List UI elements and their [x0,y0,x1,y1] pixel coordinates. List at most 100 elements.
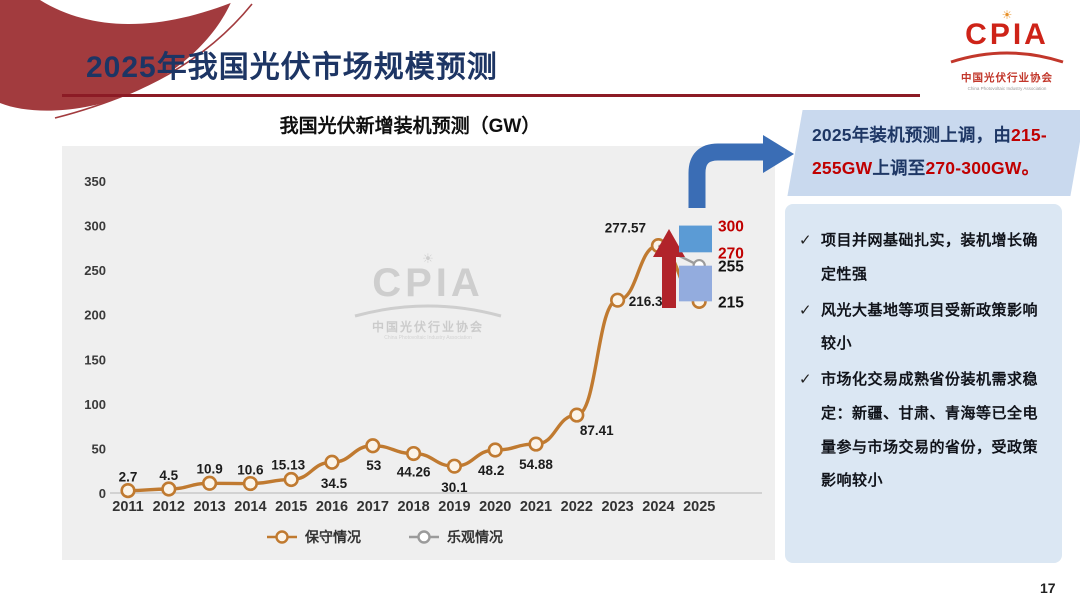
watermark-name-en: China Photovoltaic Industry Association [384,335,472,341]
data-label: 277.57 [605,221,646,236]
key-point-item: ✓ 项目并网基础扎实，装机增长确定性强 [799,224,1048,292]
x-tick-label: 2018 [397,499,429,515]
x-tick-label: 2013 [193,499,225,515]
data-label: 54.88 [519,457,553,472]
key-point-item: ✓ 市场化交易成熟省份装机需求稳定：新疆、甘肃、青海等已全电量参与市场交易的省份，… [799,363,1048,498]
x-tick-label: 2015 [275,499,307,515]
watermark-acronym: CPIA [372,261,484,305]
logo-arc [950,51,1064,64]
data-label: 10.6 [237,463,264,478]
conservative-point [487,442,503,458]
conservative-point [161,481,177,497]
x-tick-label: 2012 [153,499,185,515]
forecast-line-chart: 0 50 100 150 200 250 300 350 2011 2012 2013 2014 201… [84,174,762,545]
x-tick-label: 2022 [561,499,593,515]
check-icon: ✓ [799,371,812,388]
conservative-point [324,454,340,470]
y-tick-label: 350 [84,174,106,189]
data-label: 216.3 [629,294,663,309]
x-tick-label: 2025 [683,499,715,515]
data-label: 48.2 [478,463,504,478]
y-tick-label: 300 [84,219,106,234]
y-tick-label: 250 [84,263,106,278]
key-point-text: 风光大基地等项目受新政策影响较小 [821,301,1039,353]
corner-ribbon-decoration [0,0,253,119]
x-tick-label: 2023 [601,499,633,515]
conservative-point [446,458,463,474]
cpia-watermark: ☀ CPIA 中国光伏行业协会 China Photovoltaic Indus… [350,251,506,341]
x-tick-label: 2011 [112,499,143,515]
check-icon: ✓ [799,232,812,249]
data-label: 87.41 [580,423,614,438]
old-range-box [679,265,712,302]
check-icon: ✓ [799,301,812,319]
watermark-arc [354,304,502,318]
data-label: 34.5 [321,476,348,491]
chart-title: 我国光伏新增装机预测（GW） [279,116,541,137]
data-label: 2.7 [119,470,138,485]
callout-segment: 上调至 [872,158,926,179]
x-tick-label: 2019 [438,499,470,515]
legend-marker [417,530,431,544]
callout-segment: 270-300GW。 [925,158,1040,179]
page-number: 17 [1040,580,1056,596]
conservative-point [120,482,136,499]
key-point-text: 项目并网基础扎实，装机增长确定性强 [821,232,1039,283]
range-value-label: 270 [718,245,744,262]
y-tick-label: 100 [84,397,106,412]
y-tick-label: 50 [92,441,106,456]
logo-name-en: China Photovoltaic Industry Association [967,86,1047,91]
data-label: 15.13 [271,458,305,473]
range-value-label: 255 [718,259,744,276]
legend-label: 乐观情况 [447,529,503,545]
conservative-series: 2.7 4.5 10.9 10.6 15.13 34.5 53 44.26 30.1 48.2 54… [119,221,707,499]
y-tick-label: 0 [99,486,106,501]
watermark-name-cn: 中国光伏行业协会 [371,320,484,334]
chart-legend: 保守情况 乐观情况 [267,529,503,545]
data-label: 10.9 [196,461,222,476]
conservative-point [569,407,585,423]
elbow-arrow [688,135,794,208]
y-tick-label: 150 [84,352,106,367]
upgrade-arrow-icon [653,229,685,308]
conservative-point [242,475,258,492]
legend-marker [275,530,289,544]
conservative-point [202,475,218,491]
callout-segment: 2025年装机预测上调，由 [812,125,1012,145]
x-tick-label: 2016 [316,499,348,515]
key-points-list: ✓ 项目并网基础扎实，装机增长确定性强 ✓ 风光大基地等项目受新政策影响较小 ✓ 市场化交… [799,224,1048,498]
sun-icon: ☀ [1001,8,1013,22]
x-tick-label: 2017 [357,499,389,515]
callout-text: 2025年装机预测上调，由215-255GW上调至270-300GW。 [812,119,1070,186]
y-tick-label: 200 [84,308,106,323]
range-value-label: 215 [718,294,744,311]
sun-icon: ☀ [422,251,434,266]
conservative-point [528,436,544,452]
page-title: 2025年我国光伏市场规模预测 [86,51,498,84]
conservative-point [365,438,381,454]
x-tick-label: 2021 [520,499,552,515]
chart-axes: 0 50 100 150 200 250 300 350 2011 2012 2013 2014 201… [84,174,762,515]
data-label: 30.1 [441,480,468,495]
x-tick-label: 2024 [642,499,674,515]
conservative-point [406,445,422,462]
legend-label: 保守情况 [304,529,361,545]
new-range-box [679,225,712,253]
key-point-item: ✓ 风光大基地等项目受新政策影响较小 [799,294,1048,362]
title-underline [62,94,920,97]
x-tick-label: 2014 [234,499,266,515]
callout-segment: 215-255GW [812,125,1047,179]
x-tick-label: 2020 [479,499,511,515]
range-value-label: 300 [718,219,744,236]
conservative-point [609,292,626,308]
data-label: 53 [366,458,382,473]
logo-acronym: CPIA [965,18,1049,51]
data-label: 4.5 [159,468,178,483]
conservative-point [283,471,299,488]
key-points-panel: ✓ 项目并网基础扎实，装机增长确定性强 ✓ 风光大基地等项目受新政策影响较小 ✓ 市场化交… [785,204,1062,563]
data-label: 44.26 [397,465,431,480]
chart-panel: ☀ CPIA 中国光伏行业协会 China Photovoltaic Indus… [62,146,775,560]
key-point-text: 市场化交易成熟省份装机需求稳定：新疆、甘肃、青海等已全电量参与市场交易的省份，受… [821,371,1039,490]
